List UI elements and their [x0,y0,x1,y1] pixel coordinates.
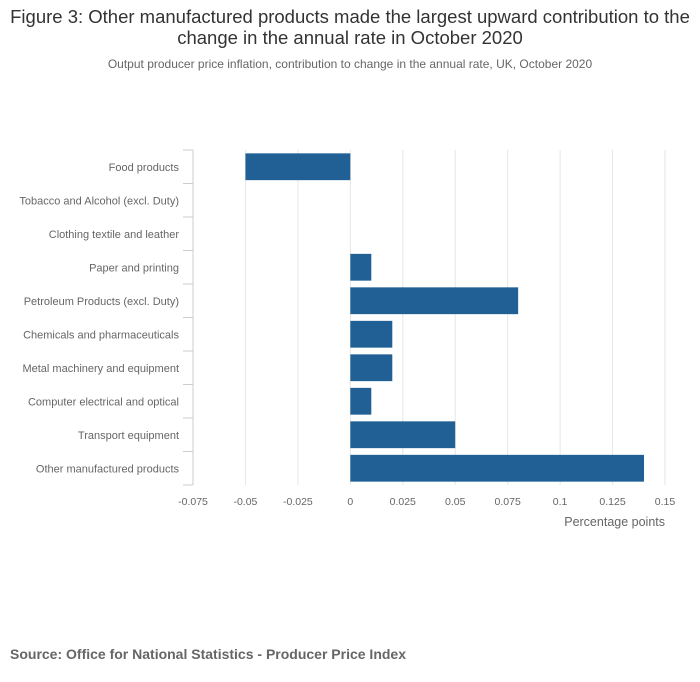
x-tick-label: 0.025 [390,496,416,508]
chart-subtitle: Output producer price inflation, contrib… [107,57,593,71]
source-note: Source: Office for National Statistics -… [10,646,406,662]
category-label: Food products [109,162,180,174]
bar [350,387,372,415]
category-label: Tobacco and Alcohol (excl. Duty) [19,195,179,207]
category-label: Chemicals and pharmaceuticals [23,329,179,341]
bar [350,320,393,348]
bar [350,287,519,315]
category-label: Metal machinery and equipment [22,363,179,375]
x-tick-label: 0 [347,496,353,508]
x-tick-label: 0.075 [495,496,521,508]
category-label: Clothing textile and leather [49,229,180,241]
category-label: Transport equipment [78,430,179,442]
category-labels: Food products Tobacco and Alcohol (excl. … [19,162,179,476]
category-label: Other manufactured products [36,463,180,475]
bar [350,454,645,482]
x-tick-label: 0.15 [655,496,676,508]
bar [350,421,456,449]
x-tick-label: 0.1 [553,496,568,508]
x-tick-label: -0.025 [283,496,313,508]
chart-title: Figure 3: Other manufactured products ma… [10,6,690,48]
category-axis [183,149,194,486]
category-label: Petroleum Products (excl. Duty) [24,296,179,308]
x-tick-label: -0.05 [233,496,257,508]
x-axis-title: Percentage points [564,515,665,529]
x-tick-label: 0.05 [445,496,466,508]
bars [245,153,645,482]
x-tick-label: -0.075 [178,496,208,508]
x-tick-labels: -0.075 -0.05 -0.025 0 0.025 0.05 0.075 0.1 0.125… [178,496,675,508]
x-tick-label: 0.125 [599,496,625,508]
bar [350,253,372,281]
bar [245,153,351,181]
category-label: Computer electrical and optical [28,396,179,408]
bar [350,354,393,382]
category-label: Paper and printing [89,262,179,274]
